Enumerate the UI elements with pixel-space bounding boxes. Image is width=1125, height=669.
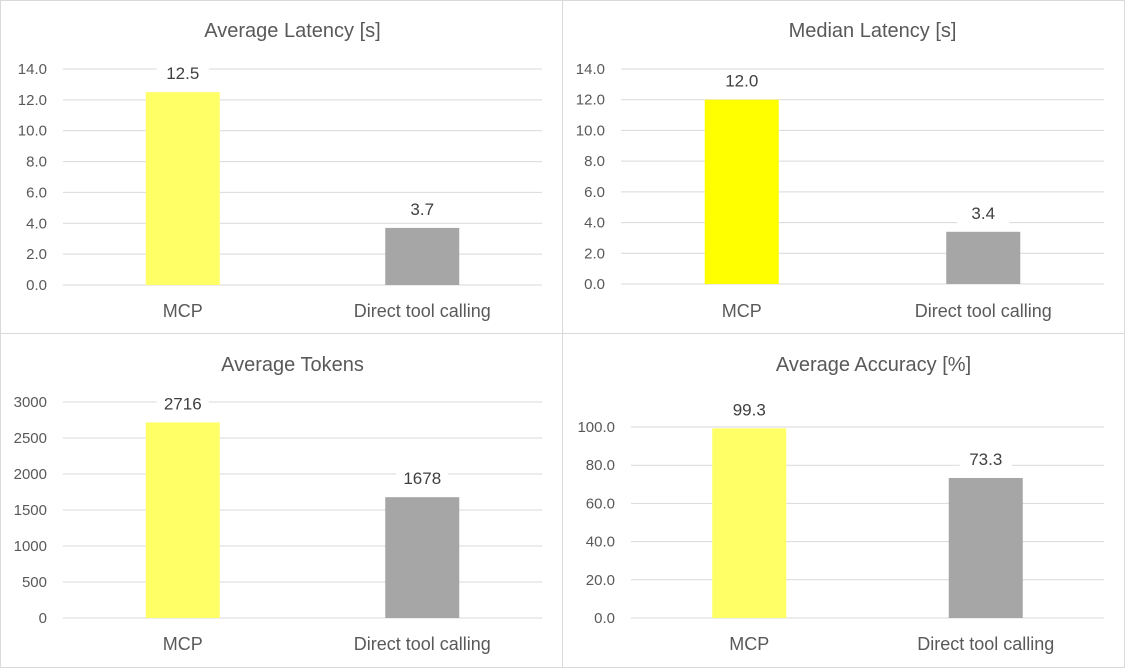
y-tick-label: 80.0 — [586, 457, 615, 474]
y-tick-label: 500 — [22, 574, 47, 591]
category-label: Direct tool calling — [354, 301, 491, 321]
average-tokens-panel: Average Tokens 0 500 1000 1500 2000 2500 3000 27… — [0, 333, 563, 668]
chart-title: Average Tokens — [221, 354, 364, 376]
data-label-background — [396, 198, 449, 221]
data-label: 99.3 — [733, 400, 766, 419]
data-label-background — [723, 399, 776, 422]
bar-direct-tool-calling — [385, 227, 460, 285]
average-accuracy-chart: Average Accuracy [%] 0.0 20.0 40.0 60.0 80.0 1… — [577, 354, 1104, 654]
y-tick-label: 0 — [39, 610, 47, 627]
y-tick-label: 4.0 — [584, 215, 605, 232]
y-tick-label: 2.0 — [26, 246, 47, 263]
category-label: MCP — [729, 634, 769, 654]
y-tick-label: 1500 — [14, 502, 47, 519]
y-tick-label: 2500 — [14, 430, 47, 447]
y-tick-label: 14.0 — [18, 61, 47, 78]
y-tick-label: 6.0 — [584, 184, 605, 201]
bar-mcp — [712, 428, 787, 618]
median-latency-panel: Median Latency [s] 0.0 2.0 4.0 6.0 8.0 10.0 12.… — [562, 0, 1125, 334]
y-tick-label: 8.0 — [26, 154, 47, 171]
y-tick-label: 10.0 — [18, 123, 47, 140]
average-accuracy-panel: Average Accuracy [%] 0.0 20.0 40.0 60.0 80.0 1… — [562, 333, 1125, 668]
y-tick-label: 2000 — [14, 466, 47, 483]
category-label: Direct tool calling — [915, 301, 1052, 321]
category-label: MCP — [722, 301, 762, 321]
data-label: 12.0 — [725, 72, 758, 91]
y-tick-label: 14.0 — [576, 61, 605, 78]
category-label: Direct tool calling — [354, 634, 491, 654]
chart-title: Average Latency [s] — [204, 20, 380, 42]
data-label: 2716 — [164, 394, 202, 413]
bar-direct-tool-calling — [948, 477, 1023, 618]
category-label: MCP — [163, 301, 203, 321]
bar-direct-tool-calling — [385, 497, 460, 618]
y-tick-label: 20.0 — [586, 572, 615, 589]
data-label: 73.3 — [969, 450, 1002, 469]
y-tick-label: 3000 — [14, 394, 47, 411]
bar-mcp — [145, 422, 220, 618]
chart-title: Average Accuracy [%] — [776, 354, 971, 376]
category-label: MCP — [163, 634, 203, 654]
y-tick-label: 6.0 — [26, 184, 47, 201]
data-label: 1678 — [403, 469, 441, 488]
y-tick-label: 60.0 — [586, 495, 615, 512]
y-tick-label: 40.0 — [586, 534, 615, 551]
y-tick-label: 10.0 — [576, 122, 605, 139]
y-tick-label: 100.0 — [577, 419, 615, 436]
y-tick-label: 8.0 — [584, 153, 605, 170]
data-label: 12.5 — [166, 64, 199, 83]
bar-mcp — [145, 92, 220, 286]
data-label-background — [396, 468, 449, 491]
y-tick-label: 12.0 — [18, 92, 47, 109]
y-tick-label: 2.0 — [584, 245, 605, 262]
data-label: 3.4 — [971, 204, 995, 223]
median-latency-chart: Median Latency [s] 0.0 2.0 4.0 6.0 8.0 10.0 12.… — [576, 20, 1104, 321]
average-latency-panel: Average Latency [s] 0.0 2.0 4.0 6.0 8.0 10.0 12… — [0, 0, 563, 334]
data-label-background — [957, 202, 1010, 225]
data-label-background — [715, 70, 768, 93]
data-label: 3.7 — [410, 200, 434, 219]
bar-mcp — [704, 99, 779, 284]
chart-title: Median Latency [s] — [789, 20, 957, 42]
y-tick-label: 0.0 — [594, 610, 615, 627]
bar-direct-tool-calling — [946, 231, 1021, 284]
y-tick-label: 0.0 — [26, 277, 47, 294]
category-label: Direct tool calling — [917, 634, 1054, 654]
data-label-background — [156, 393, 209, 416]
average-latency-chart: Average Latency [s] 0.0 2.0 4.0 6.0 8.0 10.0 12… — [18, 20, 542, 321]
data-label-background — [156, 63, 209, 86]
data-label-background — [959, 448, 1012, 471]
y-tick-label: 1000 — [14, 538, 47, 555]
y-tick-label: 4.0 — [26, 215, 47, 232]
average-tokens-chart: Average Tokens 0 500 1000 1500 2000 2500 3000 27… — [14, 354, 542, 654]
y-tick-label: 0.0 — [584, 276, 605, 293]
y-tick-label: 12.0 — [576, 92, 605, 109]
